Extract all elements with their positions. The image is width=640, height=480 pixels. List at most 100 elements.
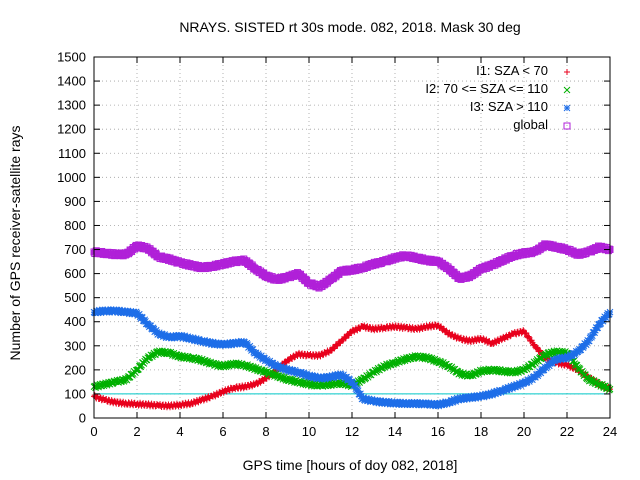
data-point-interp [460,396,468,404]
legend-label-i2: I2: 70 <= SZA <= 110 [425,81,548,96]
x-tick-label: 12 [345,424,359,439]
data-point-interp [155,329,163,337]
data-point-interp [446,399,454,407]
legend: I1: SZA < 70 I2: 70 <= SZA <= 110 I3: SZ… [425,63,571,132]
data-point-interp [405,398,413,406]
data-point-interp [209,338,217,346]
data-point-interp [127,307,135,315]
legend-marker-global [563,122,571,130]
data-point-interp [236,340,244,348]
data-point-interp [278,363,285,370]
data-point-interp [407,401,414,409]
data-point-interp [333,373,340,381]
data-point-interp [470,392,478,400]
y-tick-label: 600 [64,266,86,281]
data-points [90,240,614,411]
data-point-interp [388,398,396,405]
data-point-interp [185,335,193,343]
data-point-interp [554,356,562,364]
data-point-interp [357,392,365,400]
legend-entry-i3: I3: SZA > 110 [470,99,571,114]
y-tick-label: 1100 [58,146,86,161]
chart-title: NRAYS. SISTED rt 30s mode. 082, 2018. Ma… [179,19,520,35]
legend-label-global: global [513,117,548,132]
data-point-interp [145,321,152,329]
data-point-interp [425,399,433,407]
data-point-interp [403,399,410,407]
x-tick-label: 20 [517,424,531,439]
data-point-interp [192,335,200,342]
data-point-interp [580,342,588,350]
data-point-interp [480,393,488,401]
y-tick-label: 1200 [57,122,86,137]
tick-marks [93,56,611,419]
data-point-interp [246,342,254,350]
data-point-interp [321,375,329,383]
data-point-interp [532,373,539,381]
data-point-interp [415,401,423,409]
data-point-interp [435,402,443,410]
data-point-interp [99,306,106,314]
data-point-interp [184,333,192,340]
data-point-interp [478,393,486,400]
data-point-interp [397,398,404,406]
data-point-interp [201,336,208,344]
data-point-interp [455,396,463,404]
data-point-interp [378,400,386,407]
data-point-interp [599,317,607,325]
y-tick-label: 1500 [57,50,86,65]
data-point-interp [354,387,362,394]
y-tick-label: 400 [64,314,86,329]
data-point-interp [472,394,479,402]
data-point-interp [97,309,105,317]
x-tick-label: 0 [90,424,97,439]
x-tick-label: 2 [133,424,140,439]
data-point-interp [351,382,359,389]
y-tick-label: 1400 [57,74,86,89]
x-tick-label: 8 [262,424,269,439]
data-point-interp [534,344,541,351]
data-point-interp [500,387,508,395]
legend-entry-i1: I1: SZA < 70 [476,63,570,78]
x-tick-label: 24 [603,424,617,439]
x-axis-label: GPS time [hours of doy 082, 2018] [243,457,458,473]
data-point-interp [523,330,530,337]
y-tick-label: 500 [64,290,86,305]
y-tick-label: 200 [64,362,86,377]
data-point-interp [582,341,590,349]
series-3 [90,306,614,410]
data-point-interp [492,390,499,398]
data-point-interp [141,316,149,324]
x-tick-label: 4 [176,424,183,439]
data-point-interp [591,329,598,337]
y-tick-label: 1300 [57,98,86,113]
data-point-interp [602,314,610,322]
legend-entry-global: global [513,117,571,132]
data-point-interp [115,306,123,314]
legend-label-i1: I1: SZA < 70 [476,63,548,78]
data-point-interp [512,383,519,391]
x-tick-label: 10 [302,424,316,439]
data-point-interp [297,368,305,376]
data-point-interp [585,337,593,345]
data-point-interp [441,400,449,407]
legend-entry-i2: I2: 70 <= SZA <= 110 [425,81,571,96]
data-point-interp [360,394,367,401]
data-point-interp [594,324,602,332]
y-tick-labels: 0 100 200 300 400 500 600 700 800 900 1000 1100 1200… [57,50,86,426]
series-2 [90,347,614,394]
data-point-interp [387,400,394,408]
data-point-interp [171,334,178,342]
data-point-interp [604,247,612,255]
data-point-interp [440,399,447,407]
data-point-interp [468,393,476,401]
legend-marker-i3 [563,104,571,112]
x-tick-label: 16 [431,424,445,439]
data-point-interp [107,306,115,313]
data-point-interp [605,310,613,318]
data-point-interp [411,399,419,407]
data-point-interp [431,400,439,408]
data-point-interp [198,337,206,345]
y-tick-label: 1000 [57,170,86,185]
data-point-interp [357,390,364,398]
